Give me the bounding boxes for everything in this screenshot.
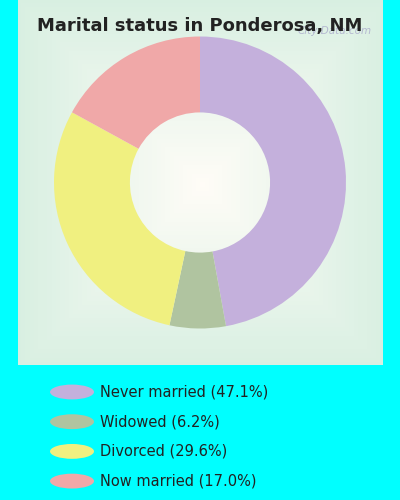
Text: Marital status in Ponderosa, NM: Marital status in Ponderosa, NM xyxy=(37,18,363,36)
Circle shape xyxy=(50,384,94,400)
Text: Never married (47.1%): Never married (47.1%) xyxy=(100,384,268,400)
Wedge shape xyxy=(170,251,226,328)
Text: Divorced (29.6%): Divorced (29.6%) xyxy=(100,444,227,459)
Text: Widowed (6.2%): Widowed (6.2%) xyxy=(100,414,220,429)
Text: Now married (17.0%): Now married (17.0%) xyxy=(100,474,256,488)
Text: City-Data.com: City-Data.com xyxy=(298,26,372,36)
Wedge shape xyxy=(72,36,200,149)
Wedge shape xyxy=(54,112,185,326)
Circle shape xyxy=(50,444,94,459)
Wedge shape xyxy=(200,36,346,326)
Circle shape xyxy=(50,474,94,488)
Circle shape xyxy=(50,414,94,429)
